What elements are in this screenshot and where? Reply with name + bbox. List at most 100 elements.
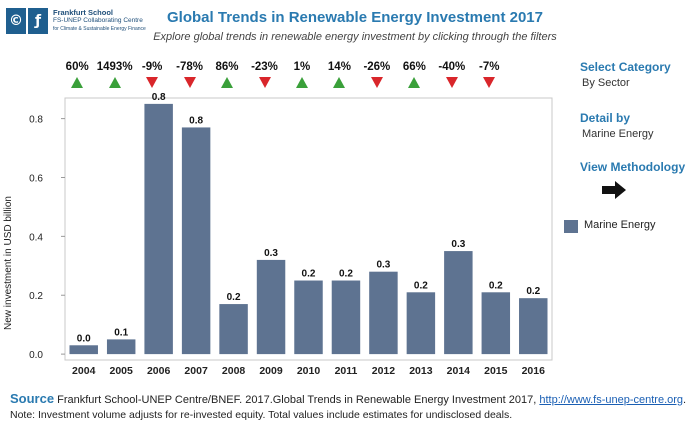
down-triangle-icon <box>146 77 159 88</box>
yoy-change-label: 66% <box>402 61 426 73</box>
yoy-change: -78% <box>168 60 212 88</box>
yoy-change-label: -26% <box>363 61 391 73</box>
down-triangle-icon <box>370 77 383 88</box>
yoy-change: -40% <box>430 60 474 88</box>
x-tick-label: 2011 <box>335 365 358 377</box>
up-triangle-icon <box>333 77 346 88</box>
legend-label-marine-energy: Marine Energy <box>584 219 656 231</box>
up-triangle-icon <box>408 77 421 88</box>
data-label: 0.3 <box>264 248 278 259</box>
logo-line-2: FS-UNEP Collaborating Centre <box>53 17 143 24</box>
yoy-change-label: 60% <box>65 61 89 73</box>
right-arrow-icon[interactable] <box>602 181 626 199</box>
yoy-change-label: -23% <box>251 61 278 73</box>
footnote: Note: Investment volume adjusts for re-i… <box>10 409 513 421</box>
bar <box>331 280 361 355</box>
bar <box>69 345 98 355</box>
source-link[interactable]: http://www.fs-unep-centre.org <box>539 394 684 406</box>
bar <box>519 298 548 355</box>
bar <box>444 251 473 355</box>
y-tick-label: 0.6 <box>29 173 43 184</box>
yoy-change: 66% <box>392 60 436 88</box>
legend-swatch-marine-energy <box>564 220 578 233</box>
page-subtitle: Explore global trends in renewable energ… <box>153 31 557 43</box>
yoy-change: 1% <box>280 60 324 88</box>
x-tick-label: 2005 <box>110 365 134 377</box>
bar <box>369 271 398 355</box>
data-label: 0.3 <box>376 260 390 271</box>
yoy-change-label: -9% <box>141 61 163 73</box>
x-tick-label: 2009 <box>259 365 283 377</box>
x-tick-label: 2012 <box>372 365 396 377</box>
yoy-change-label: -78% <box>176 61 203 73</box>
bar <box>294 280 323 355</box>
down-triangle-icon <box>258 77 271 88</box>
down-triangle-icon <box>445 77 458 88</box>
source-end: . <box>683 394 687 406</box>
source-line: Source Frankfurt School-UNEP Centre/BNEF… <box>10 391 686 406</box>
x-tick-label: 2013 <box>409 365 433 377</box>
x-tick-label: 2010 <box>297 365 321 377</box>
up-triangle-icon <box>295 77 308 88</box>
x-tick-label: 2008 <box>222 365 246 377</box>
down-triangle-icon <box>483 77 496 88</box>
up-triangle-icon <box>221 77 234 88</box>
bar <box>106 339 136 355</box>
data-label: 0.2 <box>489 280 503 291</box>
yoy-change-label: 14% <box>327 61 351 73</box>
detail-by-heading[interactable]: Detail by <box>580 111 631 125</box>
logo-line-1: Frankfurt School <box>53 8 114 17</box>
y-tick-label: 0.2 <box>29 291 43 302</box>
category-value[interactable]: By Sector <box>582 77 630 89</box>
yoy-change-label: 1% <box>293 61 311 73</box>
data-label: 0.2 <box>526 286 540 297</box>
bar <box>481 292 511 355</box>
yoy-change: 14% <box>317 60 361 88</box>
yoy-change-label: -7% <box>479 61 500 73</box>
data-label: 0.2 <box>414 280 428 291</box>
yoy-change: -9% <box>130 60 174 88</box>
data-label: 0.3 <box>451 239 465 250</box>
logo-line-3: for Climate & Sustainable Energy Finance <box>53 26 146 32</box>
x-tick-label: 2015 <box>484 365 508 377</box>
x-tick-label: 2007 <box>184 365 208 377</box>
yoy-change: -26% <box>355 60 399 88</box>
bar <box>219 304 248 355</box>
x-tick-label: 2016 <box>522 365 546 377</box>
view-methodology-link[interactable]: View Methodology <box>580 160 686 174</box>
x-tick-label: 2004 <box>72 365 96 377</box>
detail-value[interactable]: Marine Energy <box>582 128 654 140</box>
y-axis-label: New investment in USD billion <box>3 196 14 330</box>
data-label: 0.0 <box>77 333 91 344</box>
frankfurt-school-logo: © ƒ Frankfurt School FS-UNEP Collaborati… <box>6 8 156 38</box>
yoy-change: 60% <box>55 60 99 88</box>
logo-mark-left: © <box>6 8 26 34</box>
plot-frame <box>64 97 553 361</box>
page-title: Global Trends in Renewable Energy Invest… <box>167 9 543 26</box>
bar <box>256 259 286 355</box>
yoy-change: 1493% <box>93 60 137 88</box>
x-tick-label: 2006 <box>147 365 171 377</box>
up-triangle-icon <box>108 77 121 88</box>
bar <box>181 127 211 355</box>
select-category-heading[interactable]: Select Category <box>580 60 671 74</box>
yoy-change: -23% <box>243 60 287 88</box>
yoy-change-label: 1493% <box>96 61 133 73</box>
bar <box>144 103 173 355</box>
data-label: 0.2 <box>302 269 316 280</box>
y-tick-label: 0.0 <box>29 350 43 361</box>
yoy-change-label: -40% <box>438 61 466 73</box>
y-tick-label: 0.8 <box>29 115 43 126</box>
data-label: 0.2 <box>339 269 353 280</box>
source-text: Frankfurt School-UNEP Centre/BNEF. 2017.… <box>54 394 540 406</box>
data-label: 0.8 <box>152 92 166 103</box>
down-triangle-icon <box>183 77 196 88</box>
logo-mark-right: ƒ <box>28 8 48 34</box>
y-tick-label: 0.4 <box>29 232 43 243</box>
x-tick-label: 2014 <box>447 365 471 377</box>
data-label: 0.2 <box>227 292 241 303</box>
data-label: 0.8 <box>189 115 203 126</box>
bar <box>406 292 436 355</box>
yoy-change: 86% <box>205 60 249 88</box>
data-label: 0.1 <box>114 327 128 338</box>
